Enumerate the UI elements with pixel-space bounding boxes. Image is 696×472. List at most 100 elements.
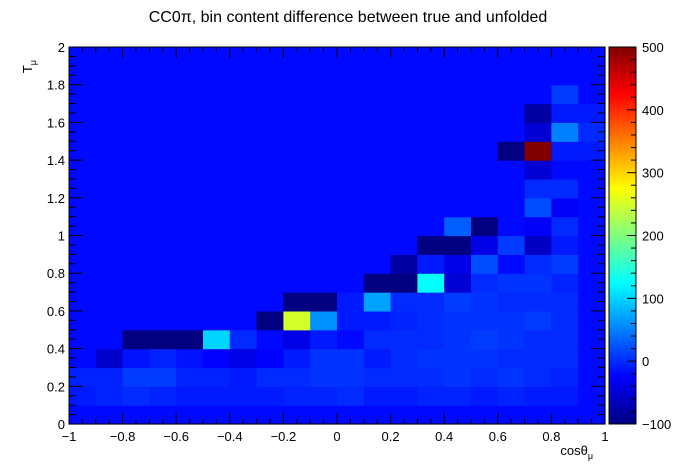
heatmap-cell [390,84,418,105]
heatmap-cell [95,197,124,218]
y-axis: 0 0.2 0.4 0.6 0.8 1 1.2 1.4 1.6 1.8 2 [47,40,605,432]
heatmap-cell [256,160,284,180]
heatmap-cell [444,386,472,406]
heatmap-cell [551,47,579,67]
heatmap-cell [497,292,526,312]
heatmap-cell [310,47,338,67]
heatmap-cell [229,216,258,237]
heatmap-cell [390,47,418,67]
heatmap-cell [497,103,526,123]
heatmap-cell [95,216,124,237]
heatmap-cell [363,197,392,218]
heatmap-cell [471,273,499,293]
color-scale-tick-label: 500 [642,40,664,55]
heatmap-cell [229,367,258,387]
heatmap-cell [203,103,231,123]
heatmap-cell [256,329,284,350]
heatmap-cell [122,84,150,105]
heatmap-cell [95,178,124,199]
heatmap-cell [337,254,365,274]
heatmap-cell [551,254,579,274]
heatmap-cell [417,292,445,312]
heatmap-cell [390,254,418,274]
heatmap-cell [283,160,311,180]
heatmap-cell [229,122,258,142]
color-scale-tick-label: 400 [642,103,664,118]
heatmap-cell [149,348,177,369]
heatmap-cell [524,254,552,274]
heatmap-cell [337,160,365,180]
heatmap-cell [417,141,445,161]
y-axis-title-subscript: μ [28,60,38,65]
heatmap-cell [283,197,311,218]
heatmap-cell [497,367,526,387]
heatmap-cell [363,367,392,387]
heatmap-cell [229,141,258,161]
heatmap-cell [337,292,365,312]
heatmap-cell [122,141,150,161]
heatmap-cell [69,47,97,67]
y-axis-title-main: T [20,65,35,73]
heatmap-cell [444,310,472,331]
heatmap-cell [551,160,579,180]
heatmap-cell [229,197,258,218]
heatmap-cell [310,84,338,105]
heatmap-cell [337,197,365,218]
heatmap-cell [229,65,258,86]
heatmap-cell [149,65,177,86]
heatmap-cell [122,197,150,218]
heatmap-cell [256,65,284,86]
heatmap-cell [283,103,311,123]
heatmap-cell [149,329,177,350]
heatmap-cell [122,178,150,199]
heatmap-cell [497,141,526,161]
heatmap-cell [203,367,231,387]
heatmap-cell [337,235,365,255]
heatmap-cell [283,235,311,255]
heatmap-cell [283,122,311,142]
heatmap-cell [149,367,177,387]
y-tick-label: 0.4 [47,342,65,357]
heatmap-cell [310,254,338,274]
heatmap-cell [497,405,526,425]
heatmap-cell [122,235,150,255]
heatmap-cell [176,310,204,331]
heatmap-cell [203,386,231,406]
heatmap-cell [122,310,150,331]
heatmap-cell [283,141,311,161]
heatmap-cell [524,348,552,369]
heatmap-cell [229,405,258,425]
heatmap-cell [578,329,606,350]
heatmap-cell [95,65,124,86]
heatmap-cell [69,197,97,218]
heatmap-cell [203,329,231,350]
heatmap-cell [256,386,284,406]
heatmap-cell [256,405,284,425]
heatmap-cell [471,141,499,161]
color-scale-axis: −100 0 100 200 300 400 500 [627,40,671,432]
heatmap-cell [417,216,445,237]
heatmap-cell [578,141,606,161]
heatmap-cell [497,216,526,237]
heatmap-cell [363,329,392,350]
heatmap-cell [203,47,231,67]
heatmap-cell [337,329,365,350]
heatmap-cell [390,310,418,331]
heatmap-cell [283,405,311,425]
heatmap-cell [69,329,97,350]
heatmap-cell [122,122,150,142]
heatmap-cell [176,178,204,199]
heatmap-cell [417,329,445,350]
heatmap-cell [229,254,258,274]
y-tick-label: 1.4 [47,153,65,168]
heatmap-cell [551,310,579,331]
heatmap-cell [363,254,392,274]
heatmap-cell [444,235,472,255]
x-axis-title-main: cosθ [560,443,587,458]
heatmap-cell [497,310,526,331]
heatmap-cell [283,273,311,293]
heatmap-cell [390,216,418,237]
heatmap-cell [176,141,204,161]
heatmap-cell [417,65,445,86]
heatmap-cell [417,47,445,67]
